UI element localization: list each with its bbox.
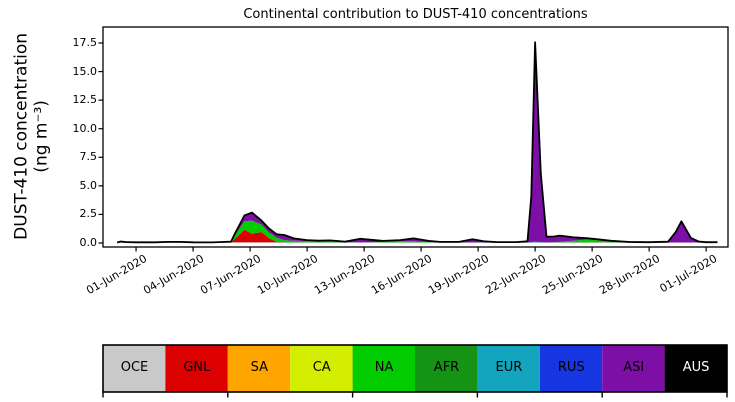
legend-label-aus: AUS [682,360,710,375]
y-tick-label: 0.0 [79,236,98,249]
legend-label-sa: SA [250,360,268,375]
y-axis-label-line1: DUST-410 concentration [11,32,32,240]
chart-title: Continental contribution to DUST-410 con… [243,7,588,22]
legend-label-ca: CA [312,360,331,375]
series-area-asi [117,42,718,243]
legend-label-asi: ASI [623,360,645,375]
legend-cell-sa [227,345,291,392]
y-tick-label: 10.0 [72,121,98,135]
legend-cell-ca [290,345,353,392]
legend-cell-aus [664,345,727,392]
series-area-aus [117,42,718,243]
y-tick-label: 15.0 [72,64,98,78]
legend-border [102,344,728,393]
legend-cell-afr [415,345,478,392]
legend-label-na: NA [374,360,394,375]
series-area-gnl [117,229,718,243]
legend-cell-rus [539,345,603,392]
legend-cell-eur [477,345,540,392]
total-outline [116,41,718,244]
legend-cell-gnl [165,345,228,392]
y-axis-label-line2: (ng m⁻³) [32,100,52,173]
legend-label-rus: RUS [557,360,585,375]
y-tick-label: 12.5 [72,93,98,107]
y-tick-label: 2.5 [79,207,98,221]
legend-label-oce: OCE [120,360,149,375]
legend-label-afr: AFR [433,360,460,375]
legend-cell-asi [602,345,665,392]
y-tick-label: 5.0 [79,178,98,192]
y-axis-label: DUST-410 concentration (ng m⁻³) [12,16,53,256]
plot-border [102,26,729,248]
legend-cell-oce [103,345,166,392]
legend-label-gnl: GNL [183,360,211,375]
legend-label-eur: EUR [495,360,523,375]
y-tick-label: 7.5 [79,150,98,164]
y-tick-label: 17.5 [72,36,98,49]
legend-cell-na [352,345,415,392]
series-area-oce [117,242,718,243]
